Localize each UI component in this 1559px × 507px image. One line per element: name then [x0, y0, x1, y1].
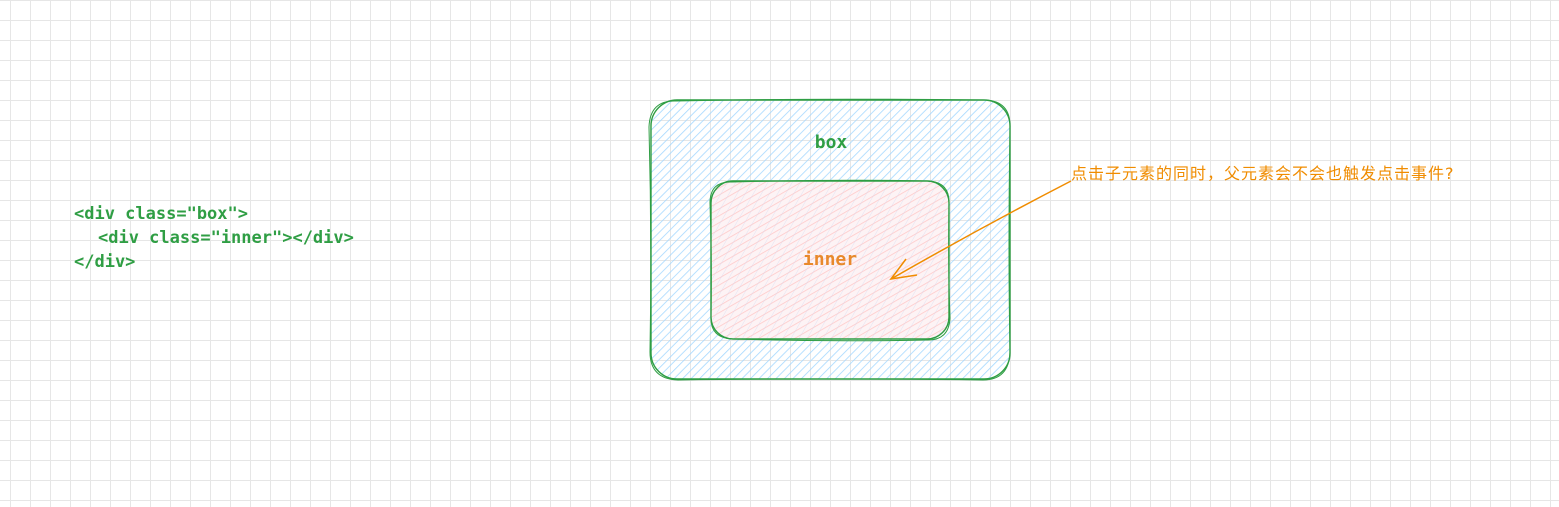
annotation-question: 点击子元素的同时，父元素会不会也触发点击事件?: [1071, 164, 1455, 183]
annotation-arrow: [889, 180, 1072, 281]
inner-label: inner: [802, 249, 858, 270]
code-line-box-close: </div>: [74, 252, 136, 272]
code-line-inner: <div class="inner"></div>: [98, 228, 354, 248]
html-code-snippet: <div class="box"> <div class="inner"></di…: [74, 202, 354, 274]
box-label: box: [814, 132, 848, 153]
code-line-box-open: <div class="box">: [74, 204, 248, 224]
inner-element: [709, 179, 951, 342]
